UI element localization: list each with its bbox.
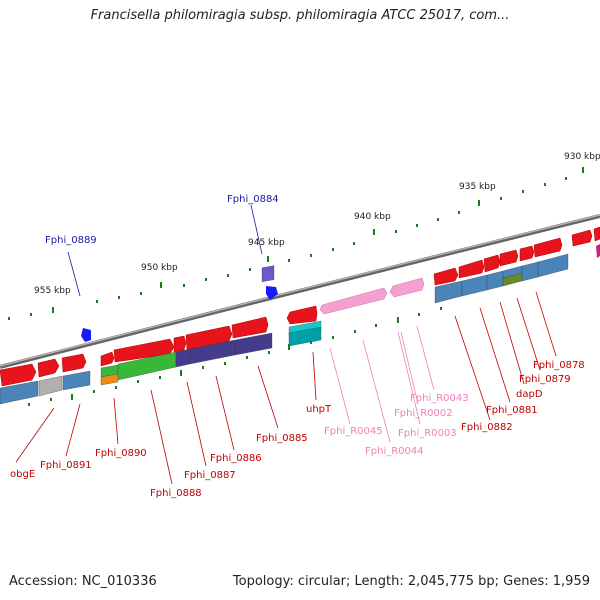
gene-marker: [266, 286, 278, 300]
scale-labels: 930 kbp 935 kbp 940 kbp 945 kbp 950 kbp …: [34, 152, 600, 296]
gene-label: Fphi_0878: [533, 360, 585, 371]
gene-label: Fphi_0887: [184, 470, 236, 481]
gene-label: Fphi_0881: [486, 405, 538, 416]
gene-label: Fphi_0886: [210, 453, 262, 464]
gene-label: obgE: [10, 469, 35, 480]
scale-label: 955 kbp: [34, 286, 71, 296]
gene-label: uhpT: [306, 404, 332, 415]
gene-marker: [81, 328, 91, 342]
rna-features: [319, 277, 425, 315]
gene-labels: obgE Fphi_0891 Fphi_0890 Fphi_0888 Fphi_…: [10, 194, 585, 499]
gene-label: Fphi_0882: [461, 422, 513, 433]
inner-ring: [28, 307, 442, 406]
gene-label: Fphi_0879: [519, 374, 571, 385]
scale-ring: [8, 167, 584, 320]
scale-label: 935 kbp: [459, 182, 496, 192]
map-title: Francisella philomiragia subsp. philomir…: [90, 8, 510, 23]
gene-label: dapD: [516, 389, 543, 400]
gene-label: Fphi_R0003: [398, 428, 457, 439]
forward-strand: [0, 226, 600, 387]
gene-label: Fphi_R0043: [410, 393, 469, 404]
gene-label: Fphi_0889: [45, 235, 97, 246]
accession-text: Accession: NC_010336: [9, 574, 157, 589]
gene-label: Fphi_R0044: [365, 446, 424, 457]
major-tick: [52, 307, 54, 313]
genome-backbone: [0, 214, 600, 369]
gene-label: Fphi_R0002: [394, 408, 453, 419]
gene-label: Fphi_0891: [40, 460, 92, 471]
scale-label: 945 kbp: [248, 238, 285, 248]
leader-lines: [15, 204, 557, 485]
scale-label: 950 kbp: [141, 263, 178, 273]
reverse-strand: [0, 253, 569, 405]
genome-summary: Topology: circular; Length: 2,045,775 bp…: [232, 574, 590, 589]
scale-label: 940 kbp: [354, 212, 391, 222]
gene-label: Fphi_0888: [150, 488, 202, 499]
gene-label: Fphi_0884: [227, 194, 279, 205]
gene-label: Fphi_0885: [256, 433, 308, 444]
scale-label: 930 kbp: [564, 152, 600, 162]
gene-label: Fphi_R0045: [324, 426, 383, 437]
gene-label: Fphi_0890: [95, 448, 147, 459]
